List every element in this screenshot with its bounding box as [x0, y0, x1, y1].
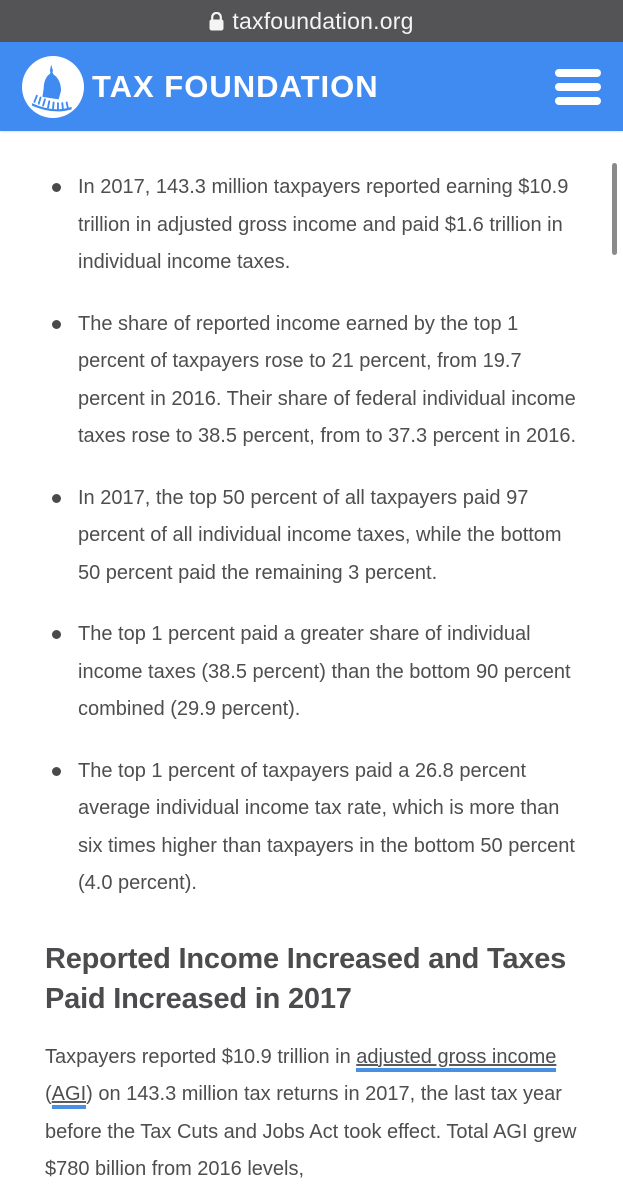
hamburger-bar — [555, 82, 601, 91]
paragraph-text: Taxpayers reported $10.9 trillion in — [45, 1045, 357, 1068]
adjusted-gross-income-link[interactable]: adjusted gross income — [356, 1045, 557, 1072]
browser-url-bar[interactable]: taxfoundation.org — [0, 0, 623, 42]
brand-title[interactable]: TAX FOUNDATION — [92, 68, 379, 104]
list-item: The top 1 percent paid a greater share o… — [45, 616, 578, 729]
hamburger-bar — [555, 96, 601, 105]
list-item: The share of reported income earned by t… — [45, 306, 578, 456]
paragraph-text: ) on 143.3 million tax returns in 2017, … — [45, 1083, 577, 1180]
list-item: In 2017, the top 50 percent of all taxpa… — [45, 480, 578, 593]
agi-link[interactable]: AGI — [51, 1083, 87, 1109]
bullet-text: The share of reported income earned by t… — [78, 312, 577, 448]
scrollbar-thumb[interactable] — [612, 163, 617, 255]
hamburger-bar — [555, 68, 601, 77]
body-paragraph: Taxpayers reported $10.9 trillion in adj… — [45, 1039, 578, 1189]
section-heading: Reported Income Increased and Taxes Paid… — [45, 942, 567, 1015]
site-header: TAX FOUNDATION — [0, 42, 623, 131]
bullet-text: In 2017, 143.3 million taxpayers reporte… — [78, 176, 569, 273]
tax-foundation-logo[interactable]: TAX FOUNDATION — [22, 55, 379, 118]
menu-button[interactable] — [555, 65, 601, 109]
article-content: In 2017, 143.3 million taxpayers reporte… — [0, 131, 623, 1189]
list-item: The top 1 percent of taxpayers paid a 26… — [45, 753, 578, 903]
list-item: In 2017, 143.3 million taxpayers reporte… — [45, 169, 578, 282]
paragraph-text: ( — [45, 1083, 52, 1105]
capitol-dome-icon — [22, 55, 84, 118]
key-findings-list: In 2017, 143.3 million taxpayers reporte… — [45, 169, 578, 903]
hamburger-menu-icon — [555, 68, 601, 105]
bullet-text: The top 1 percent paid a greater share o… — [78, 623, 571, 720]
bullet-text: The top 1 percent of taxpayers paid a 26… — [78, 759, 575, 895]
bullet-text: In 2017, the top 50 percent of all taxpa… — [78, 486, 562, 584]
url-text: taxfoundation.org — [232, 7, 414, 34]
lock-icon — [209, 11, 224, 30]
